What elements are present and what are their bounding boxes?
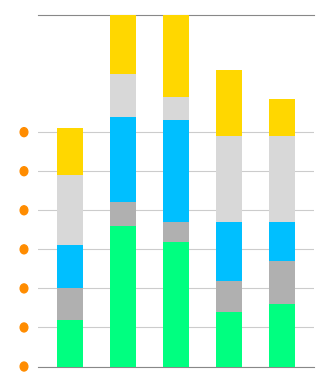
Bar: [110, 74, 136, 117]
Bar: [57, 288, 84, 320]
Bar: [268, 99, 295, 136]
Bar: [163, 242, 189, 367]
Bar: [110, 0, 136, 74]
Bar: [110, 226, 136, 367]
Bar: [57, 128, 84, 175]
Bar: [57, 320, 84, 367]
Bar: [216, 312, 242, 367]
Bar: [268, 304, 295, 367]
Bar: [163, 11, 189, 97]
Bar: [216, 280, 242, 312]
Bar: [163, 97, 189, 120]
Bar: [216, 136, 242, 222]
Bar: [110, 202, 136, 226]
Bar: [57, 245, 84, 288]
Bar: [216, 70, 242, 136]
Bar: [268, 136, 295, 222]
Bar: [163, 120, 189, 222]
Bar: [268, 261, 295, 304]
Bar: [57, 175, 84, 245]
Bar: [110, 117, 136, 202]
Bar: [268, 222, 295, 261]
Bar: [163, 222, 189, 242]
Bar: [216, 222, 242, 280]
